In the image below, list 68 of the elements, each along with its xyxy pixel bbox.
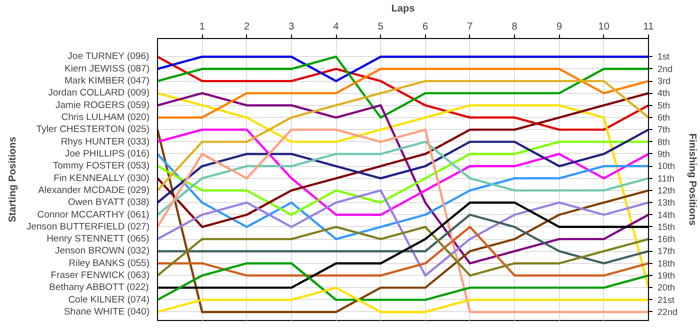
y-tick-label: 10th xyxy=(658,161,676,172)
series-label: Owen BYATT (038) xyxy=(68,197,150,208)
series-label: Tommy FOSTER (053) xyxy=(52,160,150,172)
x-tick-label: 11 xyxy=(643,22,654,32)
y-tick-label: 4th xyxy=(658,88,670,98)
y-tick-label: 1st xyxy=(658,52,670,62)
series-label: Riley BANKS (055) xyxy=(68,258,150,269)
x-axis-title: Laps xyxy=(391,4,416,14)
series-label: Cole KILNER (074) xyxy=(68,294,150,306)
y-tick-label: 7th xyxy=(658,124,670,135)
y-tick-label: 20th xyxy=(658,282,676,293)
line-series xyxy=(158,92,648,228)
series-label: Jenson BROWN (032) xyxy=(54,246,150,257)
x-tick-label: 7 xyxy=(467,22,474,32)
series-label: Rhys HUNTER (033) xyxy=(60,136,150,148)
x-tick-label: 2 xyxy=(244,22,250,32)
y-tick-label: 15th xyxy=(658,222,676,232)
series-label: Tyler CHESTERTON (025) xyxy=(36,124,150,136)
y-tick-label: 16th xyxy=(658,234,676,244)
series-label: Connor MCCARTHY (061) xyxy=(37,209,150,220)
y-tick-label: 14th xyxy=(658,210,676,220)
series-label: Jamie ROGERS (059) xyxy=(56,100,150,111)
x-tick-label: 4 xyxy=(333,22,340,32)
x-tick-label: 1 xyxy=(199,22,206,32)
line-series xyxy=(158,262,648,301)
text: Starting Positions xyxy=(8,136,18,222)
y-tick-label: 9th xyxy=(658,148,670,159)
series-label: Chris LULHAM (020) xyxy=(61,112,150,124)
series-label: Henry STENNETT (065) xyxy=(46,234,150,245)
y-tick-label: 12th xyxy=(658,185,676,196)
series-label: Kiern JEWISS (087) xyxy=(64,63,150,74)
y-tick-label: 22nd xyxy=(658,306,678,317)
series-label: Jordan COLLARD (009) xyxy=(48,88,150,99)
y-tick-label: 21st xyxy=(658,294,676,305)
series-label: Jenson BUTTERFIELD (027) xyxy=(26,221,150,232)
series-label: Fraser FENWICK (063) xyxy=(50,270,150,282)
x-tick-label: 6 xyxy=(422,22,429,32)
y-tick-label: 19th xyxy=(658,270,676,281)
y-tick-label: 8th xyxy=(658,136,670,147)
series-label: Mark KIMBER (047) xyxy=(64,76,150,87)
y-tick-label: 6th xyxy=(658,112,670,123)
line-series xyxy=(158,128,648,314)
y-tick-label: 18th xyxy=(658,258,676,268)
x-tick-label: 10 xyxy=(598,22,610,32)
y-tick-label: 17th xyxy=(658,246,676,256)
line-series xyxy=(158,214,648,264)
line-series xyxy=(158,56,648,119)
x-tick-label: 8 xyxy=(512,22,518,32)
y-axis-title: Finishing Positions xyxy=(686,133,698,226)
y-tick-label: 11th xyxy=(658,173,674,184)
y-tick-label: 5th xyxy=(658,100,670,110)
y-tick-label: 2nd xyxy=(658,64,673,74)
line-series xyxy=(158,80,648,192)
x-tick-label: 3 xyxy=(288,22,295,32)
line-series xyxy=(158,152,648,240)
x-tick-label: 9 xyxy=(556,22,562,32)
series-label: Joe TURNEY (096) xyxy=(68,51,150,62)
series-label: Bethany ABBOTT (022) xyxy=(49,282,149,294)
x-tick-label: 5 xyxy=(378,22,384,32)
y-tick-label: 3rd xyxy=(658,76,671,86)
series-label: Alexander MCDADE (029) xyxy=(38,184,150,196)
series-label: Shane WHITE (040) xyxy=(64,306,150,318)
line-series xyxy=(158,68,648,119)
series-label: Joe PHILLIPS (016) xyxy=(65,148,150,160)
series-label: Fin KENNEALLY (030) xyxy=(54,172,150,184)
line-series xyxy=(158,56,648,131)
line-series xyxy=(158,189,648,277)
y-tick-label: 13th xyxy=(658,198,676,208)
